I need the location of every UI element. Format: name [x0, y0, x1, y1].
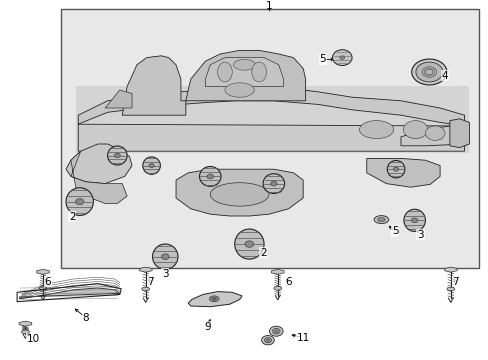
Ellipse shape [359, 121, 393, 139]
Ellipse shape [234, 229, 264, 259]
Polygon shape [449, 119, 468, 148]
Text: 7: 7 [147, 276, 154, 287]
Ellipse shape [270, 181, 277, 186]
Ellipse shape [393, 167, 398, 171]
Polygon shape [176, 169, 303, 216]
Polygon shape [188, 292, 242, 307]
Polygon shape [20, 288, 120, 299]
Ellipse shape [211, 297, 216, 300]
Ellipse shape [39, 287, 47, 290]
Ellipse shape [66, 188, 93, 215]
Text: 9: 9 [204, 322, 211, 332]
Ellipse shape [446, 287, 454, 291]
Text: 4: 4 [441, 71, 447, 81]
Ellipse shape [244, 241, 253, 247]
Ellipse shape [261, 336, 274, 345]
Text: 7: 7 [451, 276, 458, 287]
Polygon shape [185, 50, 305, 101]
Ellipse shape [264, 338, 271, 343]
Ellipse shape [152, 244, 178, 269]
Ellipse shape [107, 146, 127, 165]
Text: 2: 2 [69, 212, 76, 222]
Ellipse shape [161, 254, 169, 260]
Ellipse shape [274, 330, 278, 333]
Polygon shape [366, 158, 439, 187]
Text: 1: 1 [265, 1, 272, 11]
Ellipse shape [411, 59, 446, 85]
Polygon shape [271, 269, 284, 274]
Polygon shape [78, 86, 464, 126]
Ellipse shape [272, 328, 280, 334]
Ellipse shape [142, 157, 160, 174]
Bar [61, 9, 478, 268]
Ellipse shape [206, 174, 213, 179]
Ellipse shape [224, 83, 254, 97]
Polygon shape [122, 56, 185, 115]
Ellipse shape [403, 121, 427, 139]
Ellipse shape [142, 287, 149, 291]
Ellipse shape [265, 339, 269, 342]
Ellipse shape [269, 326, 283, 336]
Text: 3: 3 [416, 230, 423, 240]
Polygon shape [71, 151, 127, 203]
Ellipse shape [386, 161, 404, 178]
Text: 3: 3 [162, 269, 168, 279]
Ellipse shape [149, 164, 154, 167]
Text: 6: 6 [44, 276, 51, 287]
Polygon shape [19, 321, 32, 326]
Polygon shape [105, 90, 132, 108]
Ellipse shape [233, 59, 255, 70]
Polygon shape [37, 269, 49, 274]
Ellipse shape [210, 183, 268, 206]
Ellipse shape [339, 56, 344, 59]
Ellipse shape [425, 126, 444, 140]
Ellipse shape [373, 216, 388, 224]
Ellipse shape [251, 62, 266, 82]
Polygon shape [205, 58, 283, 86]
Polygon shape [400, 126, 466, 146]
Polygon shape [66, 144, 132, 184]
Ellipse shape [377, 217, 385, 222]
Text: 6: 6 [285, 276, 291, 287]
Polygon shape [444, 267, 456, 272]
Text: 2: 2 [259, 248, 266, 258]
Polygon shape [139, 267, 152, 272]
Text: 11: 11 [296, 333, 309, 343]
Ellipse shape [76, 199, 83, 204]
Ellipse shape [217, 62, 232, 82]
Ellipse shape [199, 166, 221, 186]
Ellipse shape [410, 218, 417, 223]
Ellipse shape [403, 209, 425, 231]
Text: 10: 10 [27, 334, 40, 344]
Polygon shape [78, 124, 464, 151]
Text: 8: 8 [82, 312, 89, 323]
Ellipse shape [415, 62, 442, 82]
Ellipse shape [114, 153, 120, 158]
Text: 5: 5 [391, 226, 398, 236]
Polygon shape [76, 86, 468, 153]
Text: 5: 5 [319, 54, 325, 64]
Ellipse shape [273, 287, 281, 290]
Ellipse shape [332, 50, 351, 66]
Ellipse shape [209, 296, 219, 302]
Ellipse shape [263, 174, 284, 194]
Ellipse shape [21, 330, 29, 334]
